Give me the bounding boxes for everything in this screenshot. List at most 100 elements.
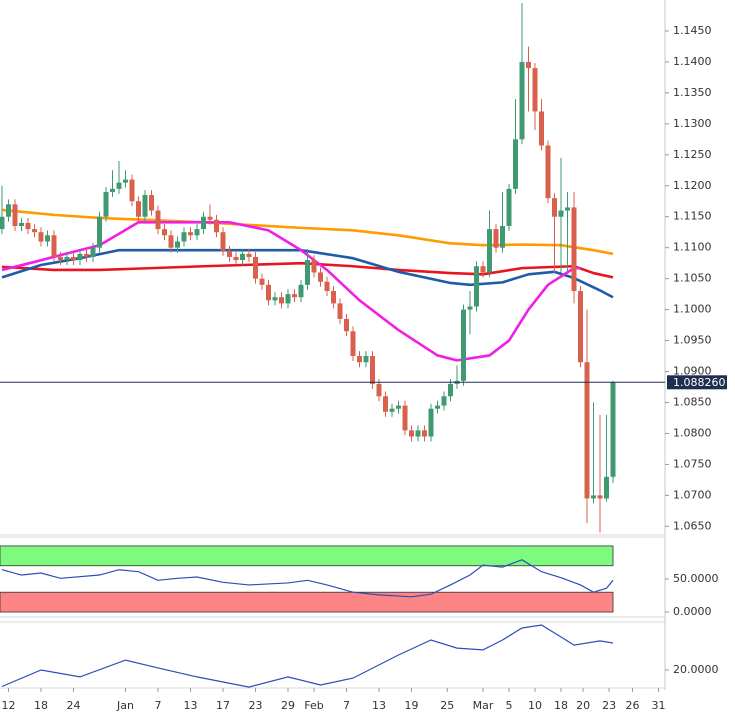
y-tick-label: 1.0950 <box>673 334 712 347</box>
candle-body <box>584 362 590 499</box>
candle-body <box>500 226 505 248</box>
candle-body <box>90 247 96 257</box>
candle-body <box>64 256 70 261</box>
candle-body <box>142 195 148 217</box>
candle-body <box>578 291 583 363</box>
candle-body <box>526 61 531 69</box>
y-tick-label: 1.1300 <box>673 117 712 130</box>
candle-body <box>155 210 161 230</box>
y-tick-label: 1.0650 <box>673 519 712 532</box>
candle-body <box>181 232 187 242</box>
y-tick-label: 0.0000 <box>673 605 712 618</box>
candle-body <box>272 297 278 301</box>
y-tick-label: 1.1200 <box>673 179 712 192</box>
candle-body <box>324 281 330 292</box>
candle-body <box>357 356 362 363</box>
candle-body <box>558 210 564 217</box>
candle-body <box>441 396 447 406</box>
candle-body <box>207 216 213 220</box>
y-tick-label: 1.1250 <box>673 148 712 161</box>
candle-body <box>123 179 128 183</box>
candle-body <box>292 294 297 298</box>
candle-body <box>337 303 343 319</box>
candle-body <box>259 278 265 285</box>
y-tick-label: 1.0750 <box>673 457 712 470</box>
y-tick-label: 1.1100 <box>673 241 712 254</box>
candle-body <box>331 291 336 304</box>
x-tick-label: Jan <box>116 699 134 712</box>
candle-body <box>116 182 122 189</box>
candle-body <box>188 232 193 236</box>
y-tick-label: 20.0000 <box>673 663 719 676</box>
candle-body <box>519 61 525 140</box>
y-tick-label: 1.1000 <box>673 303 712 316</box>
candle-body <box>363 356 369 363</box>
candle-body <box>103 191 109 217</box>
candle-body <box>487 229 492 273</box>
candle-body <box>110 188 115 192</box>
candle-body <box>45 235 50 242</box>
candle-body <box>344 318 349 332</box>
x-tick-label: 23 <box>602 699 616 712</box>
x-tick-label: 13 <box>184 699 198 712</box>
x-tick-label: 26 <box>626 699 640 712</box>
x-tick-label: 12 <box>2 699 16 712</box>
candle-body <box>97 216 102 248</box>
candle-body <box>149 195 154 211</box>
y-tick-label: 50.0000 <box>673 572 719 585</box>
candle-body <box>604 476 609 499</box>
candle-body <box>25 222 31 230</box>
indicator-line <box>1 559 614 598</box>
x-tick-label: 5 <box>506 699 513 712</box>
candle-body <box>506 188 512 227</box>
candle-body <box>571 207 577 292</box>
candle-body <box>246 253 252 257</box>
candle-body <box>474 266 479 307</box>
candle-body <box>318 272 323 282</box>
x-tick-label: 17 <box>216 699 230 712</box>
candle-body <box>298 284 304 298</box>
candle-body <box>194 229 200 236</box>
y-tick-label: 1.1350 <box>673 86 712 99</box>
candle-body <box>84 253 89 257</box>
x-tick-label: 29 <box>281 699 295 712</box>
candle-body <box>77 253 83 261</box>
candle-body <box>58 256 63 261</box>
candle-body <box>428 408 434 437</box>
candle-body <box>539 111 544 146</box>
candle-body <box>311 260 317 273</box>
candle-body <box>409 430 414 437</box>
x-tick-label: Mar <box>473 699 494 712</box>
candle-body <box>253 256 258 279</box>
x-tick-label: 19 <box>405 699 419 712</box>
candle-body <box>175 241 180 248</box>
x-tick-label: Feb <box>304 699 323 712</box>
x-tick-label: 24 <box>67 699 81 712</box>
candle-body <box>422 430 427 437</box>
rsi-band <box>0 545 614 567</box>
last-price-box <box>667 375 727 390</box>
y-tick-label: 1.1450 <box>673 24 712 37</box>
y-tick-label: 1.0700 <box>673 488 712 501</box>
candle-body <box>493 229 499 248</box>
candle-body <box>233 256 239 261</box>
x-tick-label: 7 <box>155 699 162 712</box>
candle-body <box>552 198 557 217</box>
candle-body <box>402 405 408 431</box>
candle-body <box>435 405 440 409</box>
candle-body <box>51 235 57 257</box>
y-tick-label: 1.0900 <box>673 365 712 378</box>
candle-body <box>545 145 551 199</box>
moving-average <box>1 221 581 362</box>
candle-body <box>480 266 486 273</box>
candle-body <box>467 306 473 310</box>
y-tick-label: 1.1050 <box>673 272 712 285</box>
candle-body <box>32 229 37 233</box>
candle-body <box>0 216 5 230</box>
y-tick-label: 1.0850 <box>673 395 712 408</box>
candle-body <box>38 232 44 242</box>
candle-body <box>565 207 570 211</box>
y-tick-label: 1.1400 <box>673 55 712 68</box>
